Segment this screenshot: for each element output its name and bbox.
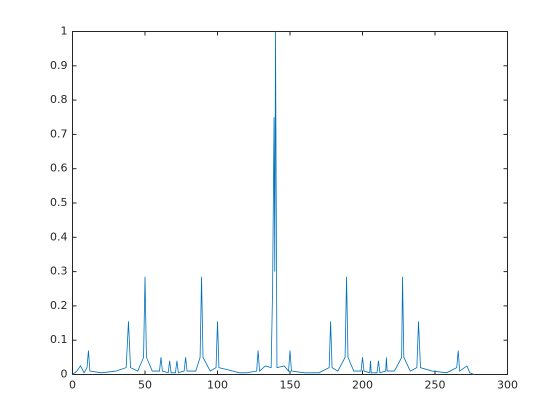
y-tick-label: 0.3 [50, 265, 68, 278]
axes-box [72, 31, 508, 375]
x-tick-label: 100 [207, 379, 228, 392]
line [72, 31, 475, 375]
x-tick-label: 250 [425, 379, 446, 392]
y-tick-label: 1 [61, 25, 68, 38]
x-tick-label: 0 [69, 379, 76, 392]
y-tick-label: 0.8 [50, 93, 68, 106]
y-tick-label: 0 [61, 368, 68, 381]
y-tick-label: 0.6 [50, 162, 68, 175]
y-tick-label: 0.2 [50, 299, 68, 312]
y-tick-label: 0.1 [50, 333, 68, 346]
x-tick-label: 50 [138, 379, 152, 392]
y-tick-label: 0.5 [50, 196, 68, 209]
y-tick-label: 0.7 [50, 127, 68, 140]
x-tick-label: 200 [352, 379, 373, 392]
x-tick-label: 300 [497, 379, 518, 392]
x-tick-label: 150 [280, 379, 301, 392]
y-tick-label: 0.4 [50, 230, 68, 243]
y-tick-label: 0.9 [50, 59, 68, 72]
